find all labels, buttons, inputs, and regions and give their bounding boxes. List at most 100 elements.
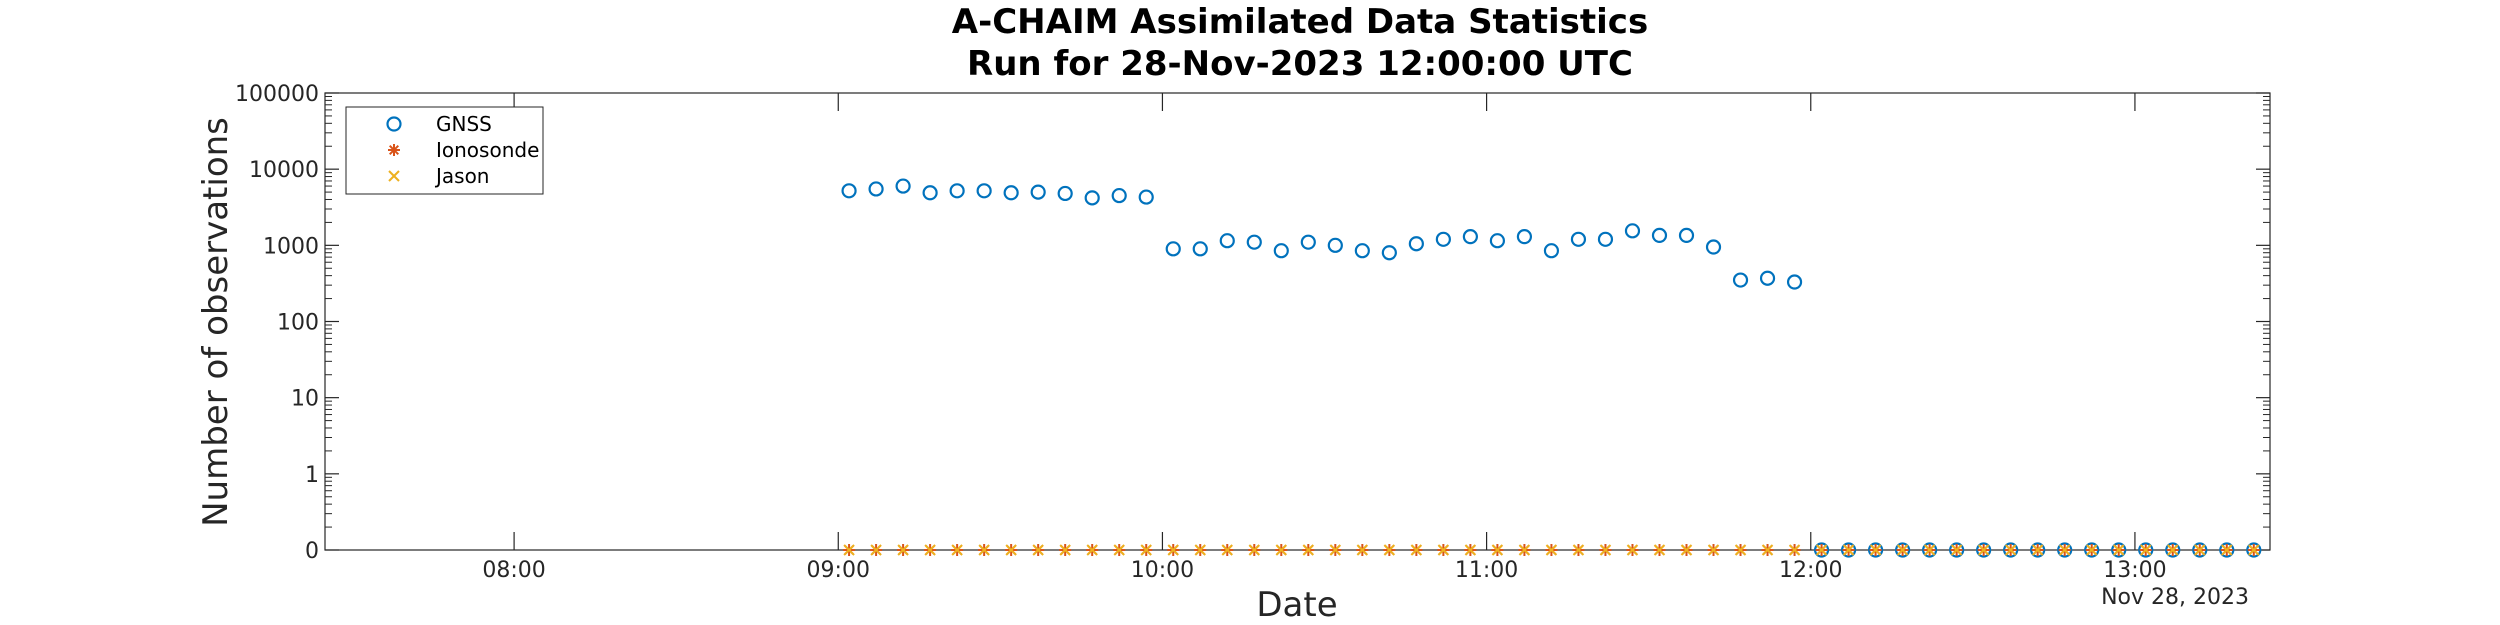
chart-title-line-1: A-CHAIM Assimilated Data Statistics (952, 2, 1648, 42)
gnss-point (1786, 274, 1803, 290)
jason-point (1194, 544, 1206, 556)
jason-point (1977, 544, 1990, 556)
jason-point (1113, 544, 1125, 556)
x-tick-label: 09:00 (807, 558, 870, 583)
x-tick-label: 08:00 (482, 558, 545, 583)
jason-point (2221, 544, 2233, 556)
gnss-point (1840, 542, 1857, 558)
gnss-point (1543, 243, 1560, 259)
x-axis: 08:00 09:00 10:00 11:00 12:00 13:00 (482, 93, 2167, 583)
gnss-point (1111, 187, 1127, 204)
jason-point (1545, 544, 1558, 556)
y-tick-label: 10000 (249, 158, 319, 183)
y-tick-label: 10 (291, 387, 319, 412)
gnss-point (976, 183, 992, 199)
jason-point (1842, 544, 1855, 556)
jason-point (1275, 544, 1287, 556)
y-tick-label: 1000 (263, 234, 319, 259)
gnss-point (1895, 542, 1911, 558)
gnss-point (1489, 233, 1506, 249)
y-tick-label: 100 (277, 311, 319, 336)
gnss-point (2030, 542, 2046, 558)
jason-point (2031, 544, 2044, 556)
gnss-point (1597, 231, 1614, 247)
gnss-point (1922, 542, 1938, 558)
jason-point (1302, 544, 1315, 556)
gnss-point (2057, 542, 2073, 558)
x-tick-label: 10:00 (1131, 558, 1194, 583)
gnss-point (1381, 245, 1397, 261)
gnss-point (895, 178, 911, 194)
gnss-point (2219, 542, 2235, 558)
gnss-point (1732, 272, 1749, 288)
x-tick-label: 12:00 (1779, 558, 1842, 583)
jason-point (2086, 544, 2098, 556)
jason-point (1734, 544, 1747, 556)
gnss-point (1570, 231, 1587, 247)
gnss-point (1165, 241, 1181, 257)
jason-point (1707, 544, 1720, 556)
jason-point (843, 544, 855, 556)
gnss-point (1976, 542, 1992, 558)
jason-point (978, 544, 990, 556)
legend-label-jason: Jason (434, 164, 490, 188)
jason-point (2004, 544, 2017, 556)
jason-point (1221, 544, 1233, 556)
legend-marker-gnss (386, 116, 402, 132)
jason-point (1761, 544, 1774, 556)
jason-point (2167, 544, 2179, 556)
x-date-label: Nov 28, 2023 (2101, 585, 2249, 610)
jason-point (1086, 544, 1098, 556)
jason-point (1167, 544, 1179, 556)
gnss-point (1678, 227, 1695, 244)
gnss-point (1624, 223, 1641, 239)
jason-point (897, 544, 909, 556)
gnss-point (1273, 243, 1289, 259)
legend-box (345, 106, 544, 195)
jason-point (924, 544, 936, 556)
jason-point (1383, 544, 1396, 556)
jason-point (2113, 544, 2125, 556)
gnss-point (2003, 542, 2019, 558)
gnss-point (1003, 185, 1019, 201)
jason-point (870, 544, 882, 556)
jason-point (1788, 544, 1801, 556)
jason-point (1572, 544, 1585, 556)
jason-point (2194, 544, 2206, 556)
x-tick-label: 11:00 (1455, 558, 1518, 583)
jason-point (1005, 544, 1017, 556)
gnss-point (1813, 542, 1830, 558)
gnss-point (2111, 542, 2127, 558)
gnss-point (841, 183, 857, 199)
y-tick-label: 1 (305, 463, 319, 488)
y-tick-label: 100000 (235, 82, 319, 107)
data-marks (841, 178, 2262, 558)
gnss-point (2084, 542, 2100, 558)
gnss-point (1030, 184, 1046, 200)
jason-point (951, 544, 963, 556)
gnss-point (2246, 542, 2262, 558)
y-axis-label: Number of observations (196, 117, 236, 527)
gnss-point (922, 185, 938, 201)
gnss-point (1462, 229, 1478, 245)
gnss-point (1651, 227, 1668, 244)
gnss-point (1408, 236, 1424, 252)
y-tick-label: 0 (305, 539, 319, 564)
jason-point (1680, 544, 1693, 556)
jason-point (1140, 544, 1152, 556)
jason-point (1896, 544, 1909, 556)
legend-label-gnss: GNSS (436, 112, 492, 136)
gnss-point (1300, 234, 1316, 250)
jason-point (1923, 544, 1936, 556)
jason-point (1869, 544, 1882, 556)
gnss-point (1192, 241, 1208, 257)
chart-title-line-2: Run for 28-Nov-2023 12:00:00 UTC (967, 44, 1633, 84)
gnss-point (2165, 542, 2181, 558)
legend-label-ionosonde: Ionosonde (436, 138, 539, 162)
y-axis: 0 1 10 100 1000 10000 100000 (235, 82, 2270, 564)
jason-point (1626, 544, 1639, 556)
x-tick-label: 13:00 (2103, 558, 2166, 583)
legend-marker-ionosonde (388, 144, 400, 156)
jason-point (1599, 544, 1612, 556)
gnss-point (868, 181, 884, 197)
